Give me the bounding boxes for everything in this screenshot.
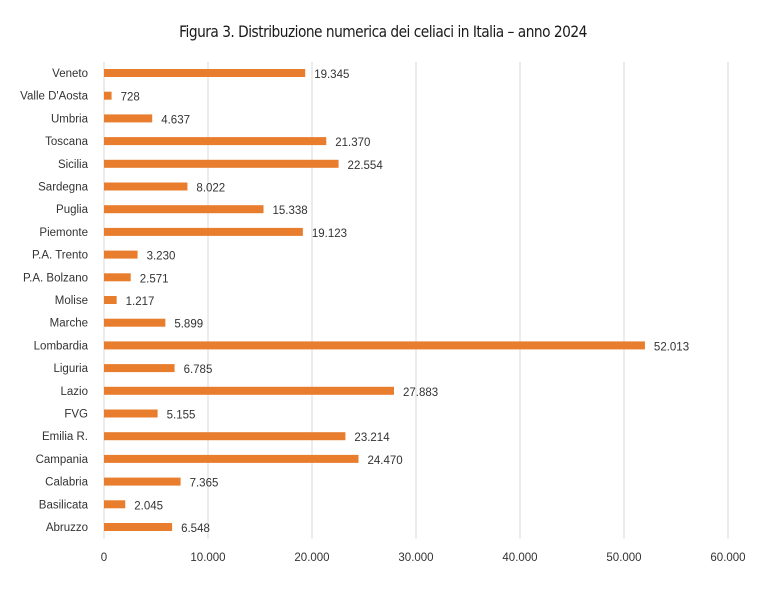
data-label: 4.637 <box>161 114 190 126</box>
category-label: Valle D'Aosta <box>20 91 88 103</box>
category-label: Puglia <box>56 204 89 216</box>
category-label: Basilicata <box>39 499 89 511</box>
x-tick-label: 30.000 <box>398 552 433 564</box>
category-label: Sardegna <box>38 182 88 194</box>
category-label: Toscana <box>45 136 88 148</box>
data-label: 2.571 <box>140 273 169 285</box>
data-label: 23.214 <box>354 432 390 444</box>
x-tick-label: 10.000 <box>190 552 225 564</box>
data-label: 1.217 <box>126 296 155 308</box>
data-label: 21.370 <box>335 137 370 149</box>
x-tick-label: 40.000 <box>502 552 537 564</box>
bar <box>104 318 166 327</box>
bar <box>104 409 158 418</box>
data-label: 24.470 <box>367 455 402 467</box>
data-label: 6.548 <box>181 523 210 535</box>
data-label: 7.365 <box>190 478 219 490</box>
bar <box>104 69 306 77</box>
bar <box>104 341 645 350</box>
chart-title: Figura 3. Distribuzione numerica dei cel… <box>179 22 587 41</box>
bar <box>104 137 327 146</box>
data-label: 52.013 <box>654 341 689 353</box>
category-label: Sicilia <box>58 159 89 171</box>
bar <box>104 523 173 531</box>
bar <box>104 386 394 395</box>
bar <box>104 364 175 373</box>
category-label: Marche <box>50 318 88 330</box>
category-label: Veneto <box>52 68 88 80</box>
data-label: 3.230 <box>147 251 176 263</box>
category-label: FVG <box>64 409 88 421</box>
bar <box>104 182 188 191</box>
x-tick-label: 50.000 <box>606 552 641 564</box>
data-label: 27.883 <box>403 387 438 399</box>
bar <box>104 454 359 463</box>
category-label: Piemonte <box>39 227 88 239</box>
bar <box>104 91 112 100</box>
bar <box>104 114 153 123</box>
bar <box>104 273 131 282</box>
data-label: 728 <box>121 92 140 104</box>
bar <box>104 159 339 168</box>
data-label: 19.123 <box>312 228 347 240</box>
category-label: Calabria <box>45 477 88 489</box>
bar <box>104 250 138 259</box>
category-label: Lazio <box>61 386 89 398</box>
bar <box>104 500 126 509</box>
data-label: 2.045 <box>134 500 163 512</box>
x-tick-label: 20.000 <box>294 552 329 564</box>
x-tick-label: 0 <box>101 552 107 564</box>
category-label: Campania <box>36 454 89 466</box>
category-label: Liguria <box>53 363 88 375</box>
category-label: Emilia R. <box>42 431 88 443</box>
bar <box>104 205 264 214</box>
data-label: 22.554 <box>348 160 384 172</box>
x-tick-label: 60.000 <box>710 552 745 564</box>
data-label: 5.899 <box>174 319 203 331</box>
category-label: Umbria <box>51 113 89 125</box>
data-label: 6.785 <box>184 364 213 376</box>
category-label: Lombardia <box>34 340 89 352</box>
bar <box>104 477 181 486</box>
category-label: P.A. Bolzano <box>23 272 88 284</box>
data-label: 5.155 <box>167 410 196 422</box>
bar <box>104 296 117 304</box>
bar <box>104 227 303 236</box>
data-label: 19.345 <box>314 69 349 81</box>
category-label: P.A. Trento <box>32 250 88 262</box>
category-label: Abruzzo <box>46 522 88 534</box>
data-label: 8.022 <box>196 183 225 195</box>
category-label: Molise <box>55 295 88 307</box>
bar <box>104 432 346 441</box>
data-label: 15.338 <box>273 205 308 217</box>
